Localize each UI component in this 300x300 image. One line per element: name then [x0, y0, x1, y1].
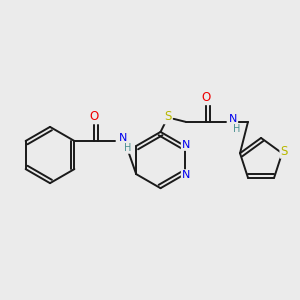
Text: N: N	[118, 133, 127, 143]
Text: H: H	[124, 143, 131, 153]
Text: N: N	[229, 114, 237, 124]
Text: O: O	[201, 91, 210, 104]
Text: H: H	[233, 124, 240, 134]
Text: O: O	[90, 110, 99, 123]
Text: S: S	[164, 110, 171, 123]
Text: N: N	[182, 170, 190, 180]
Text: S: S	[280, 145, 288, 158]
Text: N: N	[182, 140, 190, 150]
